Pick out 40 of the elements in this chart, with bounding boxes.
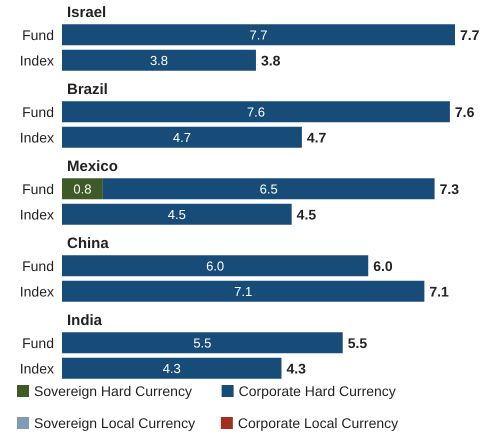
chart-title: Brazil: [67, 81, 108, 98]
legend-label: Corporate Local Currency: [238, 415, 406, 431]
y-tick-label: Index: [20, 52, 54, 68]
y-tick-label: Index: [20, 206, 54, 222]
chart-title: Israel: [67, 4, 106, 21]
chart-title: India: [67, 312, 103, 329]
total-label: 6.0: [373, 258, 393, 274]
y-tick-label: Index: [20, 360, 54, 376]
y-tick-label: Fund: [22, 26, 54, 43]
y-tick-label: Fund: [22, 258, 54, 274]
total-label: 4.5: [296, 206, 316, 222]
total-label: 3.8: [260, 52, 281, 68]
total-label: 7.3: [440, 180, 460, 197]
data-label: 4.5: [168, 206, 186, 222]
total-label: 4.7: [306, 129, 327, 146]
data-label: 0.8: [73, 181, 92, 196]
data-label: 4.7: [172, 130, 191, 145]
legend-label: Sovereign Local Currency: [34, 415, 203, 431]
legend-label: Sovereign Hard Currency: [34, 383, 204, 399]
data-label: 6.0: [206, 258, 224, 274]
y-tick-label: Index: [20, 283, 54, 300]
data-label: 3.8: [150, 52, 168, 68]
data-label: 7.1: [234, 284, 252, 299]
data-label: 5.5: [193, 335, 212, 350]
y-tick-label: Index: [20, 129, 54, 146]
y-tick-label: Fund: [22, 104, 54, 120]
chart-title: China: [67, 235, 110, 252]
y-tick-label: Fund: [22, 180, 54, 197]
legend-label: Corporate Hard Currency: [238, 383, 408, 399]
data-label: 7.7: [249, 27, 268, 42]
total-label: 7.7: [460, 26, 480, 43]
total-label: 4.3: [286, 360, 306, 376]
data-label: 4.3: [162, 360, 181, 376]
total-label: 7.6: [454, 104, 475, 120]
chart-title: Mexico: [67, 158, 118, 175]
total-label: 5.5: [348, 334, 368, 351]
data-label: 7.6: [246, 104, 265, 120]
data-label: 6.5: [260, 181, 278, 196]
total-label: 7.1: [429, 283, 450, 300]
y-tick-label: Fund: [22, 334, 54, 351]
